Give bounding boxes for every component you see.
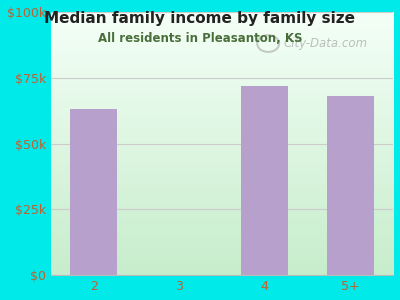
- Text: All residents in Pleasanton, KS: All residents in Pleasanton, KS: [98, 32, 302, 44]
- Text: Median family income by family size: Median family income by family size: [44, 11, 356, 26]
- Bar: [327, 96, 374, 275]
- Bar: [70, 109, 117, 275]
- Bar: [241, 86, 288, 275]
- Text: City-Data.com: City-Data.com: [284, 37, 368, 50]
